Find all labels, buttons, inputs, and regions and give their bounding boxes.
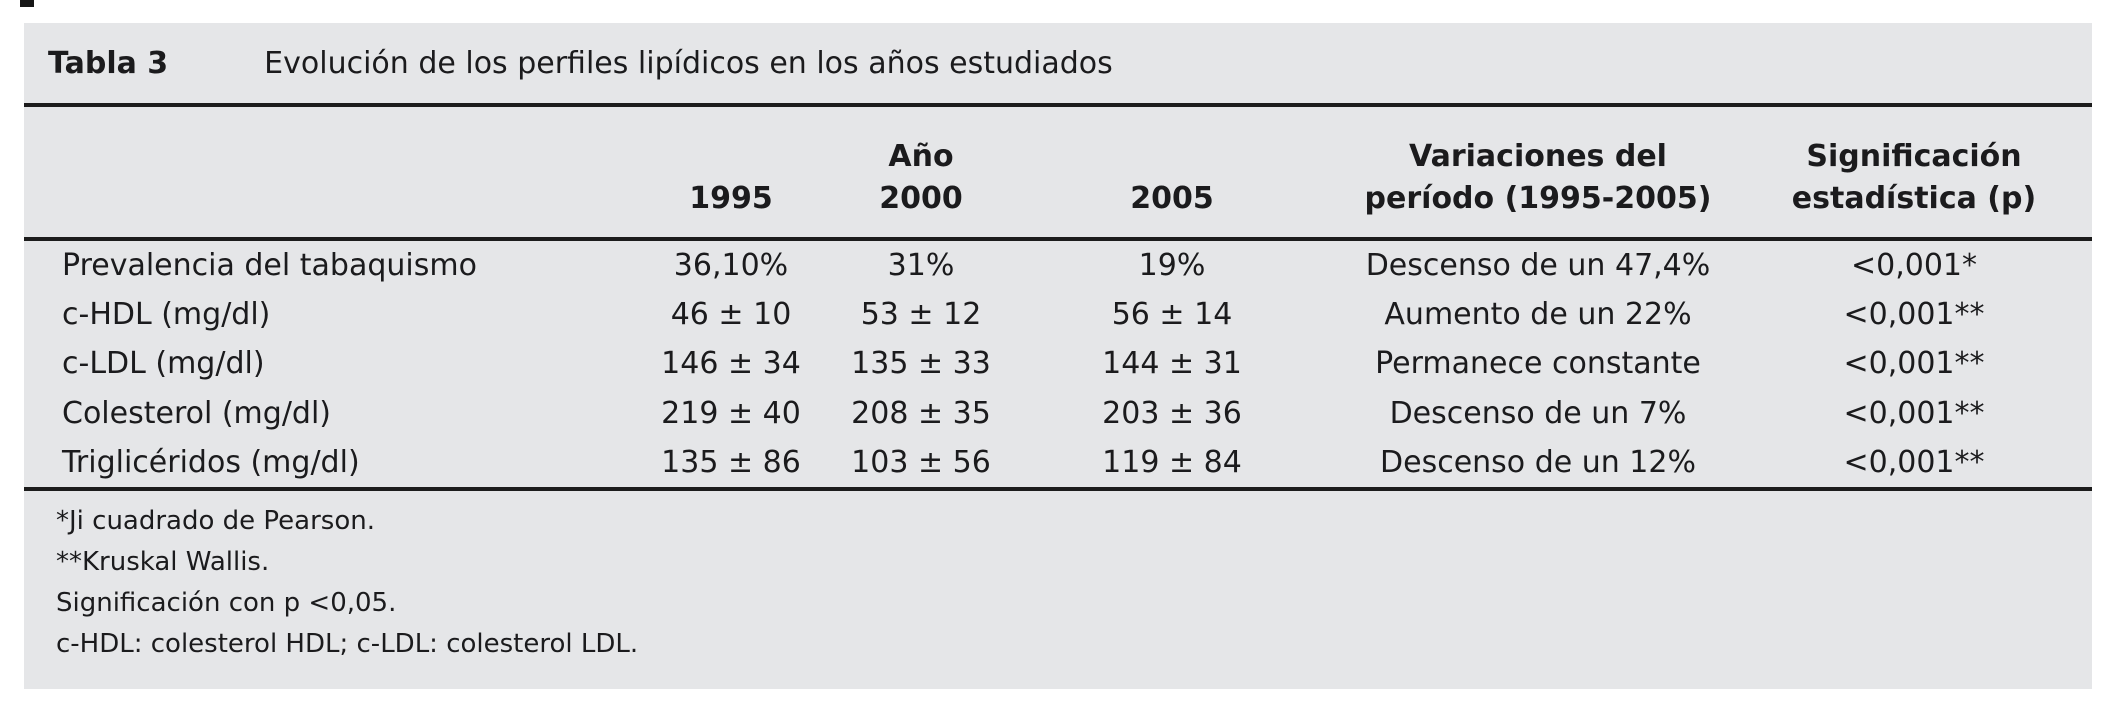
col-header-variation: Variaciones del período (1995-2005): [1340, 136, 1736, 220]
footnote-line: **Kruskal Wallis.: [56, 547, 270, 577]
cell-2005: 144 ± 31: [1102, 346, 1242, 382]
row-label: Prevalencia del tabaquismo: [62, 248, 477, 283]
cell-variation: Permanece constante: [1375, 346, 1701, 382]
cell-2005: 56 ± 14: [1111, 297, 1233, 333]
cell-2000: 53 ± 12: [860, 297, 982, 333]
table-title: Evolución de los perfiles lipídicos en l…: [264, 45, 1113, 81]
cell-1995: 219 ± 40: [661, 395, 801, 431]
year-2005-label: 2005: [1130, 181, 1214, 216]
rule-top: [24, 103, 2092, 107]
col-header-2000: Año 2000: [838, 136, 1004, 220]
cell-significance: <0,001**: [1843, 444, 1985, 480]
cell-1995: 135 ± 86: [661, 444, 801, 480]
significance-header-line1: Significación: [1806, 139, 2022, 174]
significance-header-line2: estadística (p): [1791, 181, 2037, 216]
table-row: c-HDL (mg/dl) 46 ± 10 53 ± 12 56 ± 14 Au…: [24, 290, 2092, 339]
variation-header-line2: período (1995-2005): [1364, 181, 1712, 216]
cell-significance: <0,001**: [1843, 297, 1985, 333]
table-row: c-LDL (mg/dl) 146 ± 34 135 ± 33 144 ± 31…: [24, 339, 2092, 388]
variation-header-line1: Variaciones del: [1409, 139, 1667, 174]
cell-2000: 208 ± 35: [851, 395, 991, 431]
year-group-spacer-left: [624, 136, 838, 178]
table-panel: Tabla 3 Evolución de los perfiles lipídi…: [24, 23, 2092, 689]
cell-2005: 119 ± 84: [1102, 444, 1242, 480]
footnotes: *Ji cuadrado de Pearson. **Kruskal Walli…: [24, 491, 2092, 665]
cell-variation: Descenso de un 12%: [1380, 444, 1696, 480]
scan-artifact-mark: [20, 0, 34, 7]
column-headers: 1995 Año 2000 2005 Variaciones del perío…: [24, 107, 2092, 237]
cell-1995: 36,10%: [673, 248, 789, 283]
cell-significance: <0,001**: [1843, 395, 1985, 431]
col-header-significance: Significación estadística (p): [1736, 136, 2092, 220]
rule-header-bottom: [24, 237, 2092, 241]
year-2000-label: 2000: [879, 181, 963, 216]
year-group-label: Año: [888, 139, 954, 174]
cell-variation: Aumento de un 22%: [1384, 297, 1692, 333]
table-body: Prevalencia del tabaquismo 36,10% 31% 19…: [24, 241, 2092, 487]
cell-1995: 46 ± 10: [670, 297, 792, 333]
cell-2000: 103 ± 56: [851, 444, 991, 480]
header-spacer: [24, 136, 624, 220]
table-caption: Tabla 3 Evolución de los perfiles lipídi…: [24, 23, 2092, 103]
footnote-line: Significación con p <0,05.: [56, 588, 397, 618]
cell-2000: 135 ± 33: [851, 346, 991, 382]
year-group-spacer-right: [1004, 136, 1340, 178]
cell-variation: Descenso de un 47,4%: [1365, 248, 1711, 283]
footnote-line: c-HDL: colesterol HDL; c-LDL: colesterol…: [56, 629, 639, 659]
table-row: Prevalencia del tabaquismo 36,10% 31% 19…: [24, 241, 2092, 290]
cell-1995: 146 ± 34: [661, 346, 801, 382]
rule-body-bottom: [24, 487, 2092, 491]
cell-2005: 203 ± 36: [1102, 395, 1242, 431]
row-label: c-HDL (mg/dl): [62, 297, 271, 333]
cell-significance: <0,001**: [1843, 346, 1985, 382]
cell-variation: Descenso de un 7%: [1389, 395, 1687, 431]
year-1995-label: 1995: [689, 181, 773, 216]
row-label: c-LDL (mg/dl): [62, 346, 265, 382]
row-label: Colesterol (mg/dl): [62, 395, 332, 431]
cell-2005: 19%: [1138, 248, 1206, 283]
footnote-line: *Ji cuadrado de Pearson.: [56, 506, 375, 536]
col-header-2005: 2005: [1004, 136, 1340, 220]
row-label: Triglicéridos (mg/dl): [62, 444, 360, 480]
table-row: Triglicéridos (mg/dl) 135 ± 86 103 ± 56 …: [24, 438, 2092, 487]
table-row: Colesterol (mg/dl) 219 ± 40 208 ± 35 203…: [24, 389, 2092, 438]
cell-significance: <0,001*: [1850, 248, 1978, 283]
col-header-1995: 1995: [624, 136, 838, 220]
cell-2000: 31%: [887, 248, 955, 283]
table-number: Tabla 3: [48, 45, 169, 81]
